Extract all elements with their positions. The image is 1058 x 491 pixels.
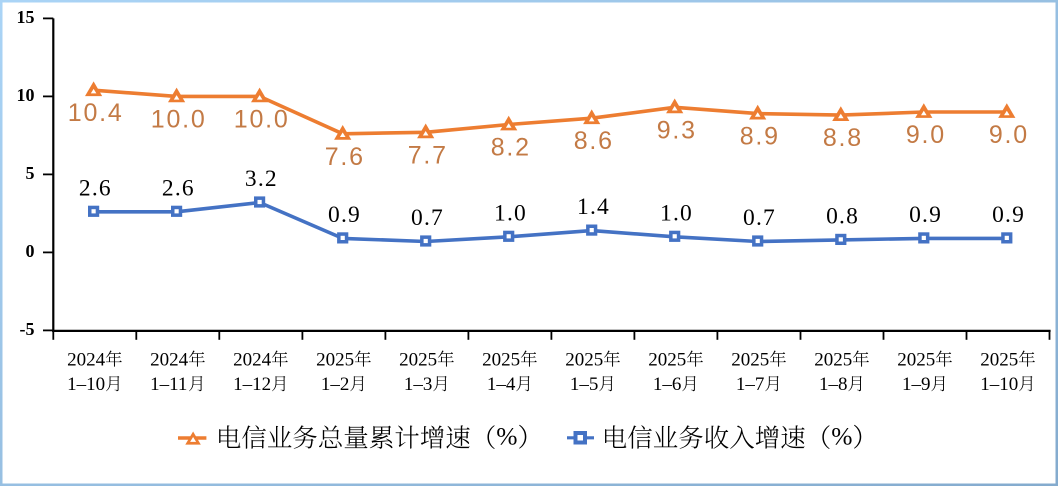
svg-text:1–8: 1–8 xyxy=(819,374,848,395)
svg-text:10.0: 10.0 xyxy=(151,105,207,133)
svg-text:1.0: 1.0 xyxy=(660,200,693,226)
svg-text:2.6: 2.6 xyxy=(79,175,112,201)
svg-text:2025: 2025 xyxy=(648,349,686,370)
svg-text:2025: 2025 xyxy=(814,349,852,370)
svg-text:9.0: 9.0 xyxy=(989,121,1029,149)
svg-text:2025: 2025 xyxy=(897,349,935,370)
svg-text:1.0: 1.0 xyxy=(494,200,527,226)
svg-text:-5: -5 xyxy=(20,319,35,339)
svg-text:1–2: 1–2 xyxy=(321,374,350,395)
svg-text:2025: 2025 xyxy=(399,349,437,370)
svg-text:3.2: 3.2 xyxy=(245,166,278,192)
svg-text:0.9: 0.9 xyxy=(992,202,1025,228)
svg-text:10.0: 10.0 xyxy=(234,105,290,133)
svg-text:0.9: 0.9 xyxy=(909,202,942,228)
svg-text:0.8: 0.8 xyxy=(826,203,859,229)
svg-text:2024: 2024 xyxy=(233,349,272,370)
svg-text:8.9: 8.9 xyxy=(740,123,780,151)
svg-text:2025: 2025 xyxy=(482,349,520,370)
svg-text:7.6: 7.6 xyxy=(325,143,365,171)
svg-text:2024: 2024 xyxy=(150,349,189,370)
svg-text:1–7: 1–7 xyxy=(736,374,765,395)
svg-text:1–5: 1–5 xyxy=(570,374,599,395)
svg-text:1–9: 1–9 xyxy=(902,374,931,395)
svg-text:2025: 2025 xyxy=(316,349,354,370)
svg-text:0.7: 0.7 xyxy=(411,205,444,231)
svg-text:1–4: 1–4 xyxy=(487,374,516,395)
svg-text:0.7: 0.7 xyxy=(743,205,776,231)
svg-text:1–12: 1–12 xyxy=(233,374,271,395)
svg-text:1–10: 1–10 xyxy=(980,374,1018,395)
svg-text:5: 5 xyxy=(26,163,35,183)
svg-text:8.8: 8.8 xyxy=(823,124,863,152)
svg-text:1–3: 1–3 xyxy=(404,374,433,395)
svg-text:10: 10 xyxy=(17,85,35,105)
svg-text:2.6: 2.6 xyxy=(162,175,195,201)
svg-text:0: 0 xyxy=(26,241,35,261)
svg-text:%: % xyxy=(831,422,852,451)
svg-text:10.4: 10.4 xyxy=(68,99,124,127)
svg-text:0.9: 0.9 xyxy=(328,202,361,228)
svg-text:2024: 2024 xyxy=(67,349,106,370)
svg-text:2025: 2025 xyxy=(565,349,603,370)
svg-text:2025: 2025 xyxy=(731,349,769,370)
svg-text:1–6: 1–6 xyxy=(653,374,682,395)
svg-text:7.7: 7.7 xyxy=(408,141,448,169)
svg-text:%: % xyxy=(496,422,517,451)
svg-text:8.6: 8.6 xyxy=(574,127,614,155)
svg-text:1.4: 1.4 xyxy=(577,194,610,220)
svg-text:9.3: 9.3 xyxy=(657,116,697,144)
svg-text:9.0: 9.0 xyxy=(906,121,946,149)
svg-text:2025: 2025 xyxy=(980,349,1018,370)
svg-text:15: 15 xyxy=(17,7,35,27)
svg-text:8.2: 8.2 xyxy=(491,134,531,162)
svg-text:1–11: 1–11 xyxy=(150,374,187,395)
svg-text:1–10: 1–10 xyxy=(67,374,105,395)
